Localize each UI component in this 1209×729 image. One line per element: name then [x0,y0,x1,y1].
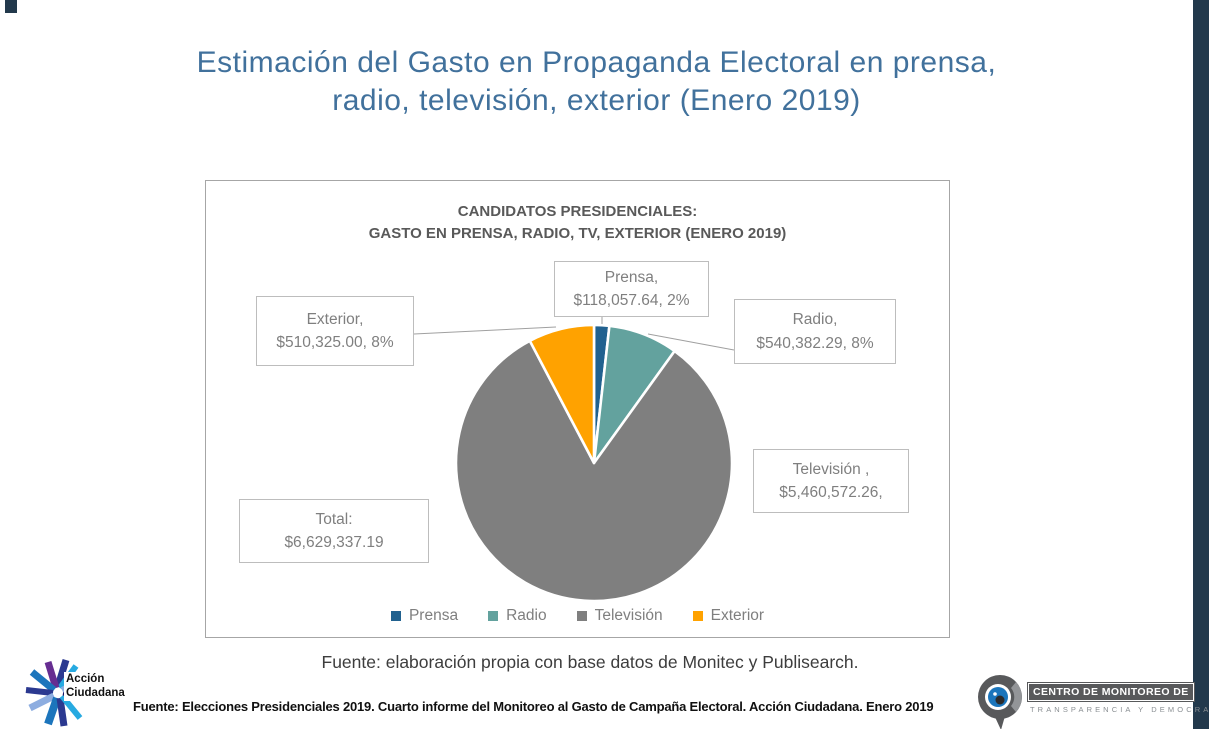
legend-swatch-television [576,611,587,621]
chart-title: CANDIDATOS PRESIDENCIALES: GASTO EN PREN… [206,201,949,245]
callout-television: Televisión , $5,460,572.26, [753,449,909,513]
pie-slice-radio [592,324,676,465]
pie-chart [413,317,735,603]
leader-line-exterior [413,326,557,335]
callout-radio-label: Radio, [792,311,838,329]
legend-swatch-prensa [390,611,401,621]
legend-item-television: Televisión [576,607,663,625]
page-title-line1: Estimación del Gasto en Propaganda Elect… [196,46,997,79]
callout-radio-value: $540,382.29, 8% [756,334,874,352]
accion-ciudadana-logo-text: Acción Ciudadana [64,672,127,701]
accion-ciudadana-logo: Acción Ciudadana [18,652,148,729]
centro-monitoreo-eye-icon [978,675,1022,729]
callout-total-label: Total: [315,510,353,528]
callout-television-value: $5,460,572.26, [779,484,883,501]
legend-label-exterior: Exterior [710,607,765,624]
legend-swatch-exterior [692,611,703,621]
page-title-line2: radio, televisión, exterior (Enero 2019) [332,84,861,118]
legend-item-prensa: Prensa [390,607,459,625]
slide-corner-accent [5,0,17,13]
pie-slice-prensa [592,323,611,465]
leader-line-radio [647,333,735,351]
callout-total: Total: $6,629,337.19 [239,499,429,563]
pie-slices [454,323,734,603]
callout-prensa-value: $118,057.64, 2% [573,292,690,309]
chart-title-line1: CANDIDATOS PRESIDENCIALES: [457,203,698,220]
legend-label-prensa: Prensa [408,607,459,624]
centro-monitoreo-logo-text: CENTRO DE MONITOREO DE TRANSPARENCIA Y D… [1028,682,1209,714]
centro-logo-line2: TRANSPARENCIA Y DEMOCRACIA [1030,705,1209,714]
legend-label-television: Televisión [594,607,663,624]
pie-slice-television [454,339,734,603]
legend-item-exterior: Exterior [692,607,765,625]
chart-title-line2: GASTO EN PRENSA, RADIO, TV, EXTERIOR (EN… [368,224,787,242]
centro-monitoreo-logo: CENTRO DE MONITOREO DE TRANSPARENCIA Y D… [976,675,1209,729]
callout-television-label: Televisión , [792,460,870,478]
callout-prensa: Prensa, $118,057.64, 2% [554,261,709,317]
callout-radio: Radio, $540,382.29, 8% [734,299,896,364]
accion-logo-line1: Acción [64,672,127,687]
callout-exterior-value: $510,325.00, 8% [276,334,394,351]
slide-right-border [1193,0,1209,729]
legend-swatch-radio [488,611,499,621]
source-note: Fuente: elaboración propia con base dato… [321,652,859,672]
callout-exterior: Exterior, $510,325.00, 8% [256,296,414,366]
legend-label-radio: Radio [506,607,547,624]
chart-legend: Prensa Radio Televisión Exterior [206,607,949,625]
bottom-source-text: Fuente: Elecciones Presidenciales 2019. … [133,699,934,714]
page-title: Estimación del Gasto en Propaganda Elect… [0,44,1193,120]
pie-slice-exterior [528,323,596,465]
callout-exterior-label: Exterior, [306,310,364,328]
callout-prensa-label: Prensa, [604,268,659,286]
chart-panel: CANDIDATOS PRESIDENCIALES: GASTO EN PREN… [205,180,950,638]
callout-total-value: $6,629,337.19 [284,534,384,551]
centro-logo-line1: CENTRO DE MONITOREO DE [1028,683,1194,701]
accion-logo-line2: Ciudadana [64,686,127,701]
legend-item-radio: Radio [488,607,547,625]
